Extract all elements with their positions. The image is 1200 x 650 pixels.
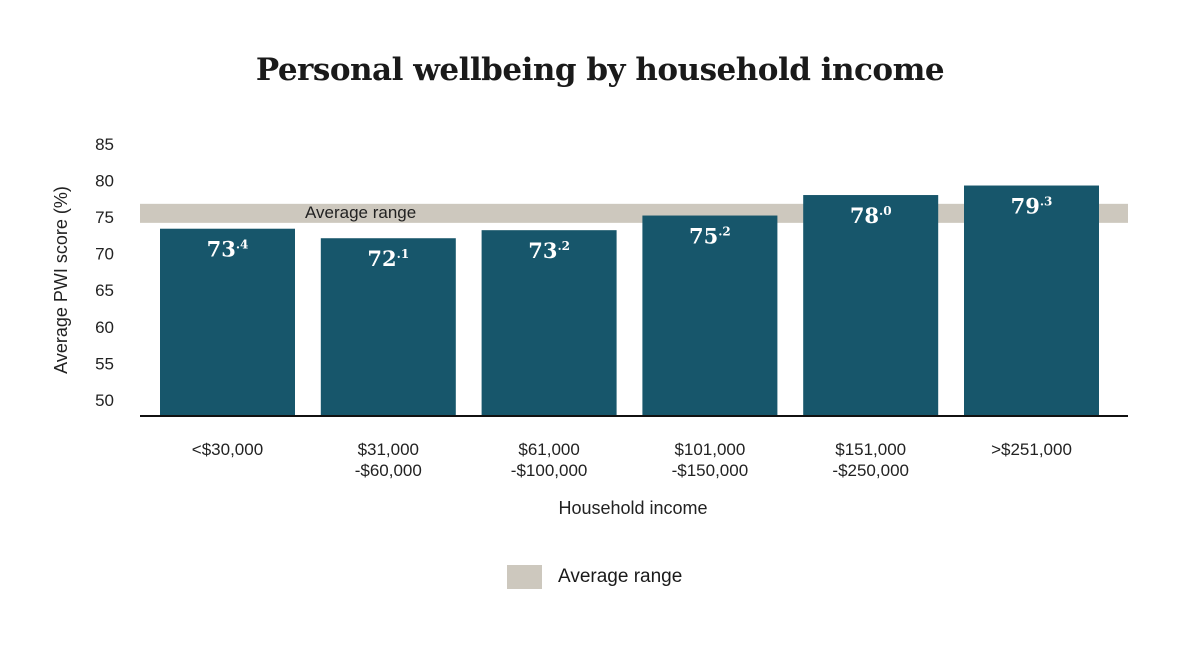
y-axis-label: Average PWI score (%)	[51, 186, 71, 374]
x-tick-label: -$250,000	[832, 461, 909, 480]
x-tick-label: >$251,000	[991, 440, 1072, 459]
bar-value-label: 78.0	[850, 203, 892, 228]
y-tick-label: 80	[95, 171, 114, 190]
bar-value-label: 72.1	[367, 246, 409, 271]
bar-value-label: 79.3	[1011, 194, 1053, 219]
bar-value-label: 73.2	[528, 238, 570, 263]
x-tick-label: $31,000	[358, 440, 419, 459]
x-tick-label: $151,000	[835, 440, 906, 459]
y-tick-label: 75	[95, 208, 114, 227]
bar	[642, 215, 778, 416]
x-tick-label: -$150,000	[672, 461, 749, 480]
legend: Average range	[507, 565, 682, 589]
x-tick-label: <$30,000	[192, 440, 263, 459]
y-tick-label: 85	[95, 135, 114, 154]
chart-title: Personal wellbeing by household income	[255, 52, 945, 88]
legend-label: Average range	[558, 566, 683, 587]
y-tick-label: 70	[95, 245, 114, 264]
x-tick-label: $101,000	[674, 440, 745, 459]
y-tick-label: 50	[95, 391, 114, 410]
bar	[964, 185, 1099, 416]
bar-value-label: 75.2	[689, 224, 731, 249]
x-tick-label: -$60,000	[355, 461, 422, 480]
y-tick-label: 65	[95, 281, 114, 300]
x-axis-label: Household income	[558, 498, 707, 518]
y-tick-label: 55	[95, 354, 114, 373]
bar-value-label: 73.4	[207, 237, 249, 262]
x-tick-label: $61,000	[518, 440, 579, 459]
bar	[160, 228, 295, 416]
legend-swatch-average-range	[507, 565, 542, 589]
x-tick-label: -$100,000	[511, 461, 588, 480]
bar	[320, 238, 456, 416]
bar	[803, 195, 939, 416]
bar	[481, 230, 617, 416]
y-tick-label: 60	[95, 318, 114, 337]
average-range-label: Average range	[305, 203, 416, 222]
